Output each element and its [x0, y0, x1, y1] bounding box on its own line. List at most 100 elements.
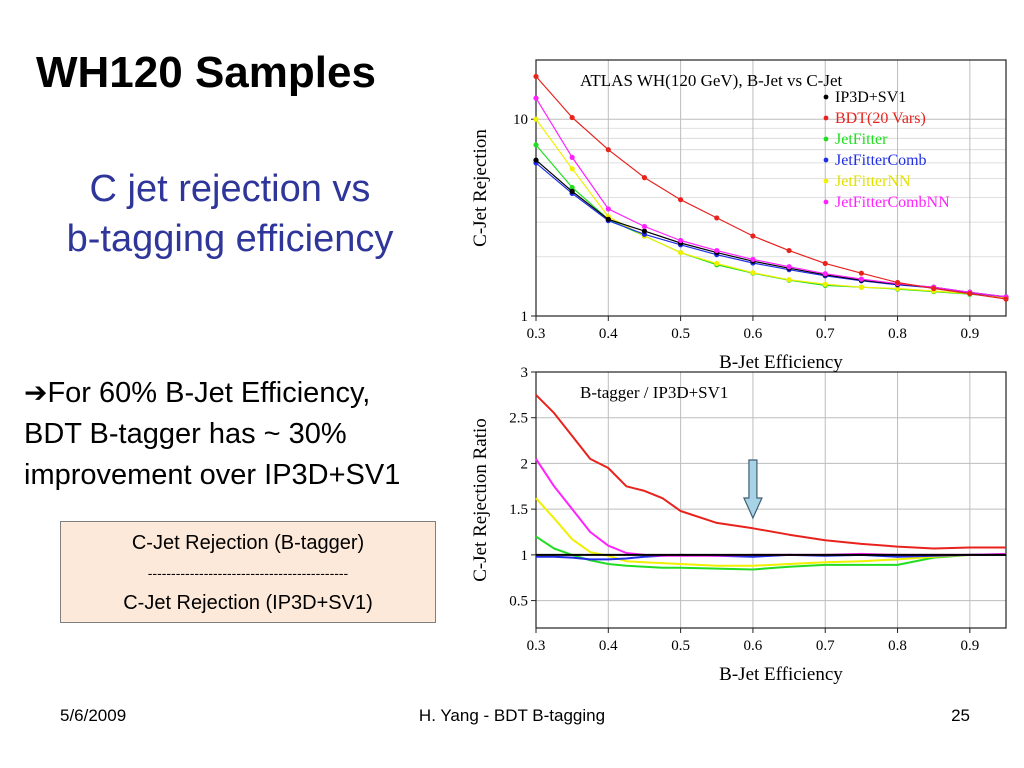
legend-marker-jetfitter [823, 136, 829, 142]
series-line-bdt-20-vars [535, 394, 1006, 550]
data-point-jetfittercombnn [605, 206, 611, 212]
x-tick-label: 0.6 [744, 326, 763, 342]
y-tick-label: 10 [513, 112, 528, 128]
data-point-jetfitternn [894, 285, 901, 292]
data-point-jetfittercombnn [786, 264, 792, 270]
legend-marker-jetfittercomb [823, 157, 829, 163]
x-tick-label: 0.9 [960, 326, 979, 342]
x-tick-label: 0.4 [599, 638, 618, 654]
data-point-bdt-20-vars [931, 285, 937, 292]
efficiency-marker-arrow [742, 459, 763, 520]
series-line-jetfitternn [535, 118, 1007, 299]
formula-denominator: C-Jet Rejection (IP3D+SV1) [123, 592, 373, 614]
data-point-ip3d-sv1 [533, 157, 539, 163]
down-arrow-icon [742, 459, 763, 520]
x-tick-label: 0.8 [888, 326, 907, 342]
y-tick-label: 2 [521, 456, 529, 472]
data-point-jetfittercombnn [750, 256, 756, 262]
y-axis-label: C-Jet Rejection Ratio [470, 418, 491, 582]
bullet-line-1: ➔For 60% B-Jet Efficiency, [24, 372, 464, 414]
footer-page-number: 25 [951, 706, 970, 725]
x-tick-label: 0.7 [816, 326, 835, 342]
bullet-line-1-text: For 60% B-Jet Efficiency, [47, 377, 371, 409]
data-point-bdt-20-vars [894, 279, 901, 286]
data-point-jetfittercombnn [822, 271, 828, 277]
x-tick-label: 0.8 [888, 638, 907, 654]
data-point-jetfitternn [714, 260, 720, 267]
footer-title: H. Yang - BDT B-tagging [418, 706, 606, 725]
data-point-jetfittercombnn [858, 276, 864, 282]
legend-marker-bdt-20-vars [823, 115, 829, 121]
data-point-bdt-20-vars [641, 175, 648, 181]
x-tick-label: 0.3 [527, 326, 546, 342]
legend-marker-jetfittercombnn [823, 199, 829, 205]
x-tick-label: 0.5 [671, 638, 690, 654]
data-point-bdt-20-vars [605, 147, 611, 153]
y-tick-label: 0.5 [509, 594, 528, 610]
series-line-jetfitternn [535, 497, 1006, 567]
data-point-bdt-20-vars [714, 215, 720, 221]
legend-label-ip3d-sv1: IP3D+SV1 [835, 89, 906, 106]
data-point-ip3d-sv1 [605, 216, 611, 222]
x-axis-label: B-Jet Efficiency [719, 664, 843, 685]
legend-marker-ip3d-sv1 [823, 94, 829, 100]
data-point-jetfittercombnn [678, 237, 684, 244]
x-tick-label: 0.5 [671, 326, 690, 342]
legend-label-bdt-20-vars: BDT(20 Vars) [835, 110, 926, 127]
x-tick-label: 0.9 [960, 638, 979, 654]
series-line-bdt-20-vars [535, 76, 1007, 300]
x-tick-label: 0.6 [744, 638, 763, 654]
y-tick-label: 1 [521, 548, 529, 564]
data-point-ip3d-sv1 [569, 188, 575, 194]
legend-marker-jetfitternn [823, 178, 829, 184]
data-point-jetfitternn [786, 277, 792, 283]
slide-subtitle: C jet rejection vs b-tagging efficiency [14, 164, 446, 264]
x-tick-label: 0.3 [527, 638, 546, 654]
chart-title: ATLAS WH(120 GeV), B-Jet vs C-Jet [580, 71, 842, 90]
chart-title: B-tagger / IP3D+SV1 [580, 383, 728, 402]
data-point-bdt-20-vars [858, 270, 864, 276]
slide-title: WH120 Samples [36, 48, 376, 97]
data-point-jetfittercombnn [641, 223, 648, 230]
ratio-chart: 0.3 0.4 0.5 0.6 0.7 0.8 0.9 0.5 1 1.5 2 2.5 3 B-Jet E… [470, 365, 1007, 685]
data-point-bdt-20-vars [1003, 296, 1009, 302]
y-axis-label: C-Jet Rejection [470, 129, 491, 247]
formula-numerator: C-Jet Rejection (B-tagger) [131, 532, 365, 554]
data-point-ip3d-sv1 [641, 228, 648, 234]
data-point-bdt-20-vars [967, 290, 973, 297]
plot-frame [535, 371, 1007, 629]
x-axis-label: B-Jet Efficiency [719, 352, 843, 373]
data-point-bdt-20-vars [786, 247, 792, 254]
legend-label-jetfitter: JetFitter [835, 131, 888, 148]
ratio-formula-box: C-Jet Rejection (B-tagger) -------------… [60, 521, 436, 623]
subtitle-line-2: b-tagging efficiency [66, 218, 394, 260]
data-point-bdt-20-vars [822, 260, 828, 267]
y-tick-label: 1 [521, 309, 529, 325]
y-tick-label: 2.5 [509, 411, 528, 427]
data-point-bdt-20-vars [533, 73, 539, 80]
data-point-jetfitternn [750, 270, 756, 276]
data-point-jetfitternn [533, 116, 539, 122]
right-arrow-icon: ➔ [24, 376, 48, 409]
y-tick-label: 1.5 [509, 502, 528, 518]
data-point-bdt-20-vars [750, 233, 756, 239]
data-point-jetfitternn [569, 166, 575, 172]
rejection-chart: 0.30.40.50.60.70.80.911010B-Jet Efficien… [470, 59, 1009, 373]
subtitle-line-1: C jet rejection vs [89, 168, 371, 210]
series-line-jetfittercombnn [535, 458, 1007, 557]
y-tick-label: 3 [521, 365, 529, 381]
bullet-text: ➔For 60% B-Jet Efficiency, BDT B-tagger … [24, 372, 464, 496]
data-point-bdt-20-vars [678, 197, 684, 203]
footer-date: 5/6/2009 [60, 706, 127, 725]
data-point-jetfitter [533, 142, 539, 148]
data-point-jetfitternn [822, 281, 828, 287]
data-point-jetfittercombnn [569, 154, 575, 160]
bullet-line-3: improvement over IP3D+SV1 [24, 459, 401, 491]
x-tick-label: 0.7 [816, 638, 835, 654]
x-tick-label: 0.4 [599, 326, 618, 342]
data-point-jetfittercombnn [714, 247, 720, 254]
legend-label-jetfittercomb: JetFitterComb [835, 152, 927, 169]
legend-label-jetfitternn: JetFitterNN [835, 173, 911, 190]
data-point-bdt-20-vars [569, 114, 575, 121]
bullet-line-2: BDT B-tagger has ~ 30% [24, 418, 347, 450]
